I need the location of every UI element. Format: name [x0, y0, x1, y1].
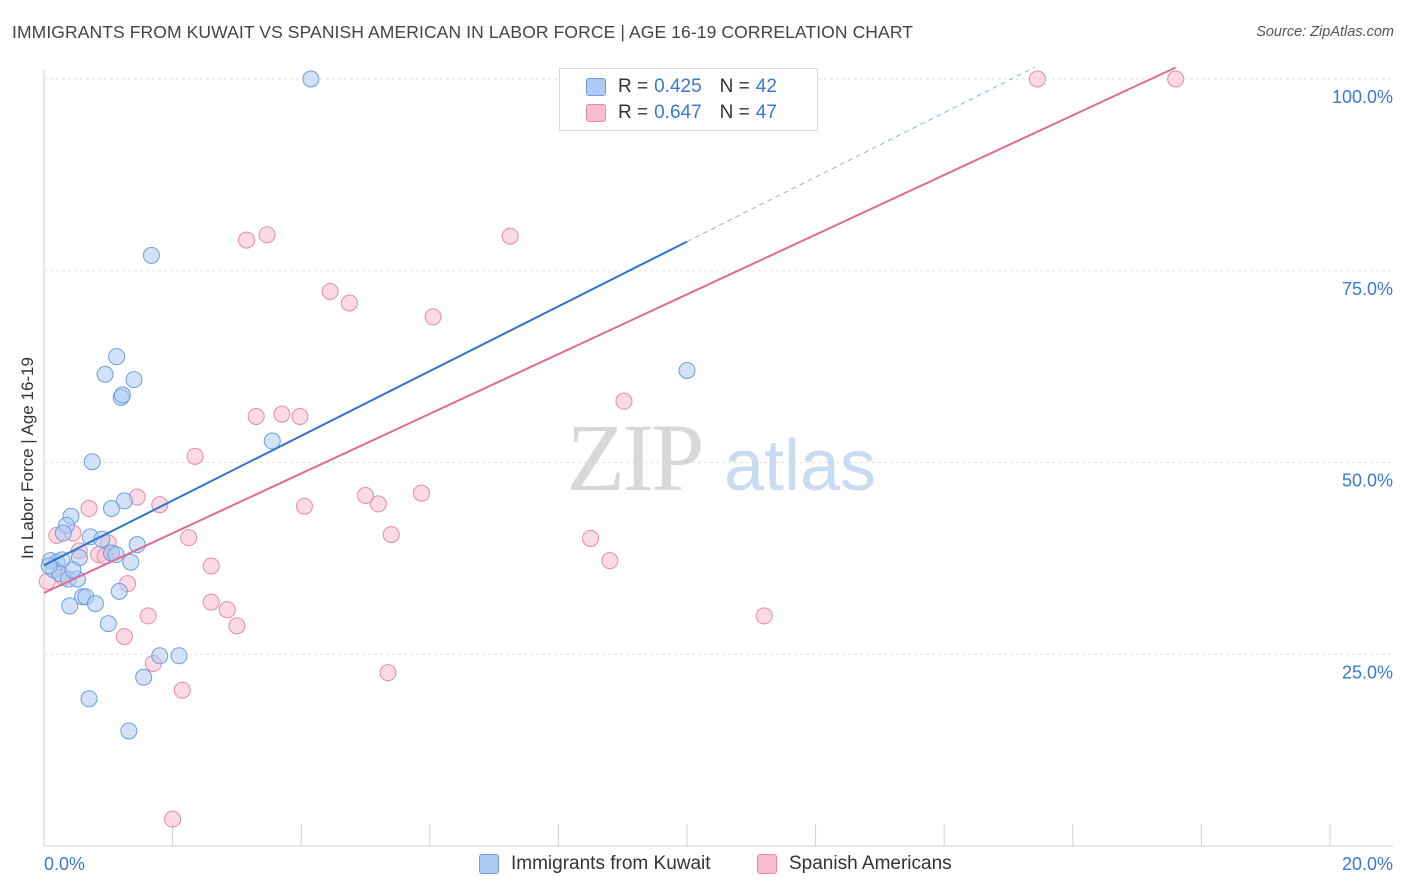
trend-line-spanish — [43, 66, 1177, 594]
axis-labels: 25.0% 50.0% 75.0% 100.0% 0.0% 20.0% — [44, 87, 1393, 874]
trend-lines — [43, 66, 1177, 594]
bottom-legend-kuwait: Immigrants from Kuwait — [479, 851, 711, 877]
legend-n-label: N = — [719, 76, 750, 97]
legend-r-label: R = — [618, 76, 649, 97]
point-immigrants-from-kuwait — [125, 371, 143, 389]
watermark: ZIP atlas — [567, 404, 877, 511]
point-immigrants-from-kuwait — [122, 553, 140, 571]
legend-swatch-spanish — [586, 104, 606, 122]
point-immigrants-from-kuwait — [86, 595, 104, 613]
point-immigrants-from-kuwait — [115, 492, 133, 510]
point-spanish-americans — [357, 486, 374, 504]
point-immigrants-from-kuwait — [170, 647, 188, 665]
legend-r-value: 0.425 — [654, 76, 702, 97]
legend-r-value: 0.647 — [654, 102, 702, 123]
point-immigrants-from-kuwait — [142, 246, 160, 264]
point-immigrants-from-kuwait — [99, 615, 117, 633]
trend-line-kuwait-extension — [686, 67, 1035, 243]
point-immigrants-from-kuwait — [151, 647, 169, 665]
point-spanish-americans — [202, 557, 220, 575]
legend-row-kuwait: R = 0.425 N = 42 — [586, 75, 777, 99]
y-tick-label: 100.0% — [1332, 87, 1393, 107]
point-spanish-americans — [382, 526, 400, 544]
point-spanish-americans — [321, 282, 339, 300]
point-spanish-americans — [615, 392, 633, 410]
point-spanish-americans — [379, 664, 397, 682]
point-spanish-americans — [238, 231, 256, 249]
point-immigrants-from-kuwait — [263, 432, 281, 450]
point-spanish-americans — [340, 294, 358, 312]
point-immigrants-from-kuwait — [113, 386, 131, 404]
point-spanish-americans — [186, 447, 204, 465]
point-spanish-americans — [139, 607, 157, 625]
source-label: Source: ZipAtlas.com — [1256, 24, 1394, 40]
point-spanish-americans — [582, 529, 600, 547]
point-spanish-americans — [247, 407, 265, 425]
point-immigrants-from-kuwait — [120, 722, 138, 740]
x-tick-label-max: 20.0% — [1342, 854, 1393, 874]
correlation-legend: R = 0.425 N = 42 R = 0.647 N = 47 — [559, 68, 818, 131]
point-spanish-americans — [258, 226, 276, 244]
legend-n-value: 42 — [755, 76, 777, 97]
point-spanish-americans — [164, 810, 182, 828]
bottom-legend-swatch-spanish — [757, 854, 777, 874]
legend-n-value: 47 — [755, 102, 777, 123]
point-spanish-americans — [424, 308, 442, 326]
point-spanish-americans — [412, 484, 430, 502]
point-spanish-americans — [180, 529, 198, 547]
point-immigrants-from-kuwait — [103, 500, 121, 518]
point-spanish-americans — [115, 628, 133, 646]
point-spanish-americans — [291, 407, 309, 425]
point-immigrants-from-kuwait — [80, 690, 98, 708]
point-spanish-americans — [173, 681, 191, 699]
series-immigrants-from-kuwait — [40, 70, 696, 740]
x-tick-label-min: 0.0% — [44, 854, 85, 874]
axis-layer — [43, 70, 1393, 847]
y-axis-label: In Labor Force | Age 16-19 — [18, 357, 37, 559]
point-spanish-americans — [273, 405, 291, 423]
legend-r-label: R = — [618, 102, 649, 123]
point-immigrants-from-kuwait — [678, 361, 696, 379]
point-spanish-americans — [80, 500, 98, 518]
point-immigrants-from-kuwait — [64, 561, 82, 579]
point-immigrants-from-kuwait — [135, 668, 153, 686]
point-immigrants-from-kuwait — [54, 524, 72, 542]
y-tick-label: 75.0% — [1342, 279, 1393, 299]
point-spanish-americans — [755, 607, 773, 625]
bottom-legend-label-spanish: Spanish Americans — [789, 853, 952, 874]
grid-layer — [44, 78, 1393, 655]
point-immigrants-from-kuwait — [302, 70, 320, 88]
watermark-atlas: atlas — [724, 426, 876, 506]
point-spanish-americans — [369, 495, 387, 513]
legend-swatch-kuwait — [586, 78, 606, 96]
bottom-legend-label-kuwait: Immigrants from Kuwait — [511, 853, 711, 874]
point-spanish-americans — [218, 601, 236, 619]
chart-title: IMMIGRANTS FROM KUWAIT VS SPANISH AMERIC… — [12, 22, 914, 42]
point-immigrants-from-kuwait — [83, 453, 101, 471]
point-spanish-americans — [1167, 70, 1185, 88]
legend-n-label: N = — [719, 102, 750, 123]
bottom-legend-swatch-kuwait — [479, 854, 499, 874]
point-spanish-americans — [501, 227, 519, 245]
y-tick-label: 50.0% — [1342, 471, 1393, 491]
point-immigrants-from-kuwait — [96, 365, 114, 383]
point-spanish-americans — [295, 497, 313, 515]
y-tick-label: 25.0% — [1342, 662, 1393, 682]
point-immigrants-from-kuwait — [61, 597, 79, 615]
point-immigrants-from-kuwait — [40, 557, 58, 575]
watermark-zip: ZIP — [567, 404, 702, 511]
point-immigrants-from-kuwait — [108, 348, 126, 366]
point-spanish-americans — [1028, 70, 1046, 88]
bottom-legend-spanish: Spanish Americans — [757, 851, 952, 877]
point-spanish-americans — [601, 552, 619, 570]
point-spanish-americans — [202, 593, 220, 611]
trend-line-kuwait — [43, 240, 688, 567]
point-immigrants-from-kuwait — [110, 582, 128, 600]
legend-row-spanish: R = 0.647 N = 47 — [586, 101, 777, 125]
point-spanish-americans — [228, 617, 246, 635]
